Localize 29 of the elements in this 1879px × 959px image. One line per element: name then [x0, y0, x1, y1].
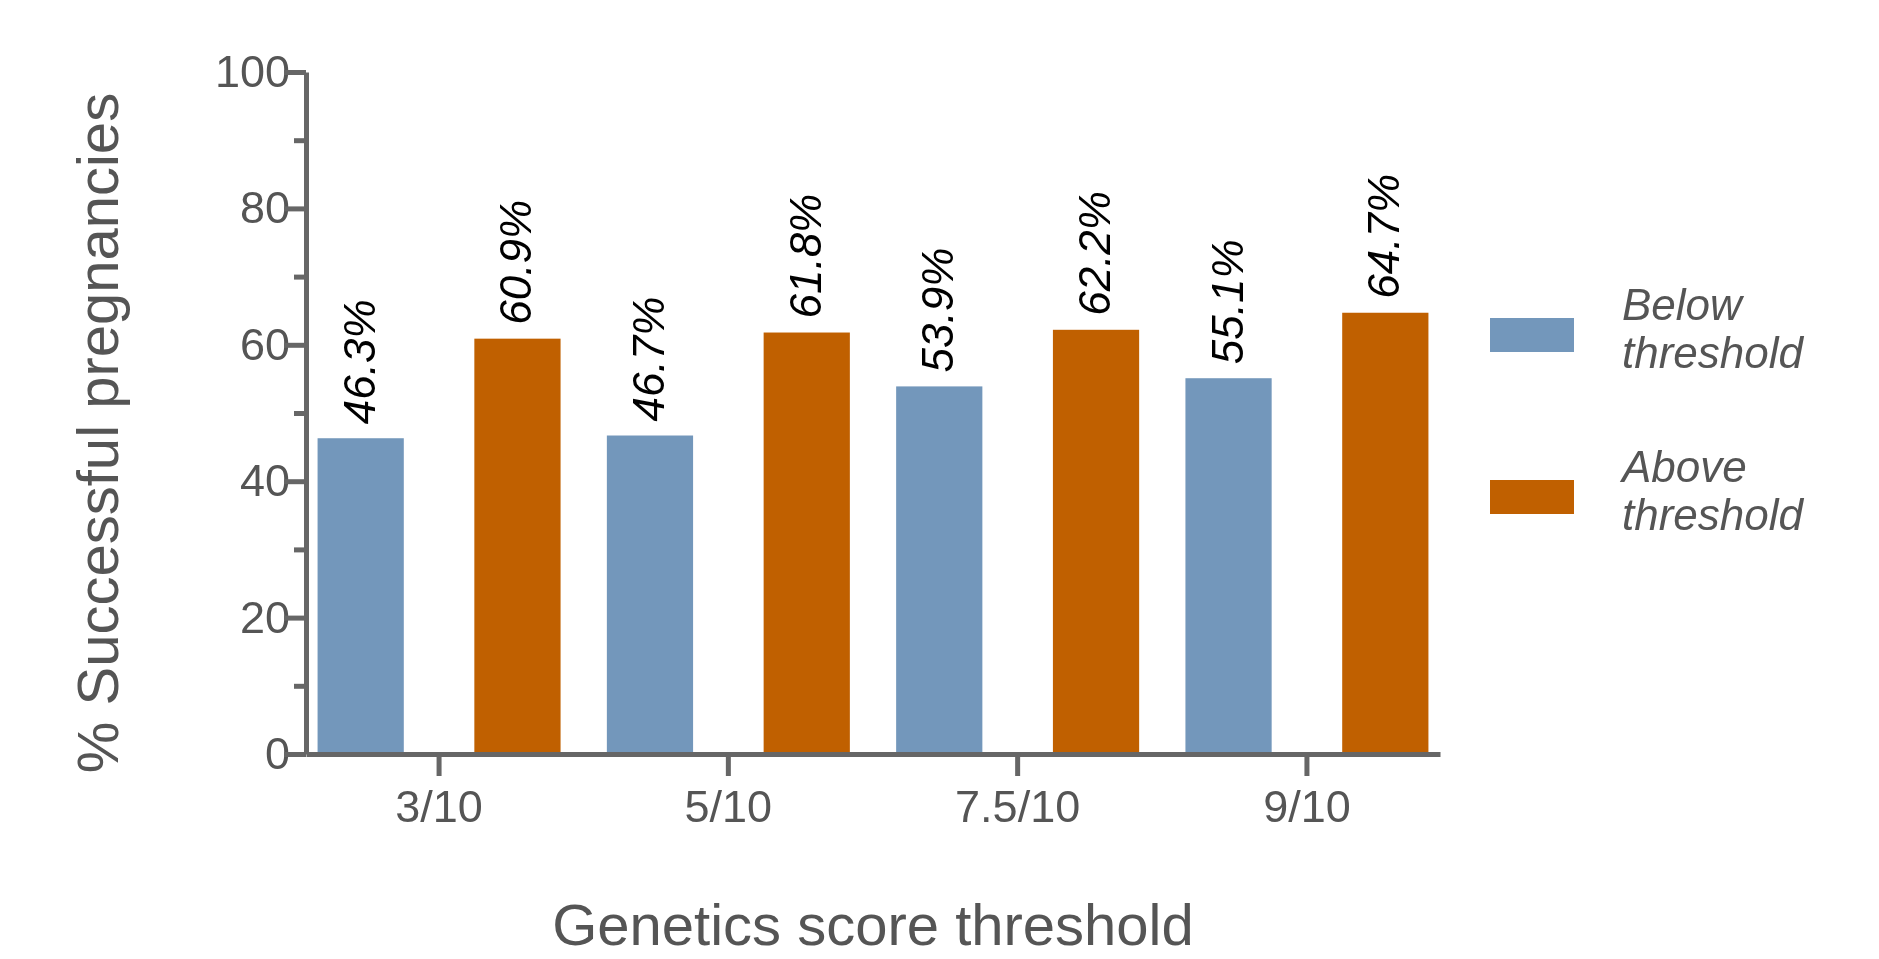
bar: [606, 435, 694, 754]
legend-label: Above threshold: [1619, 442, 1805, 539]
data-label: 61.8%: [780, 193, 830, 319]
bar: [317, 438, 404, 754]
bar: [1342, 312, 1429, 754]
data-label: 46.7%: [623, 296, 673, 422]
legend-label: Below threshold: [1622, 280, 1805, 377]
bar: [1185, 378, 1272, 754]
data-label: 64.7%: [1359, 173, 1409, 299]
y-tick-label: 60: [239, 318, 290, 370]
y-tick-label: 80: [239, 182, 290, 234]
y-axis-title: % Successful pregnancies: [65, 92, 130, 774]
y-tick-label: 40: [239, 455, 290, 507]
data-label: 55.1%: [1202, 239, 1252, 365]
data-label: 46.3%: [334, 299, 384, 425]
x-tick-label: 9/10: [1263, 780, 1351, 832]
data-label: 62.2%: [1070, 191, 1120, 316]
x-tick-label: 7.5/10: [955, 780, 1081, 832]
bar: [474, 338, 561, 754]
bar: [896, 386, 983, 754]
data-label: 60.9%: [491, 199, 541, 325]
x-tick-label: 3/10: [395, 780, 483, 832]
y-tick-label: 100: [214, 45, 290, 97]
data-label: 53.9%: [913, 247, 963, 373]
x-axis-title: Genetics score threshold: [552, 892, 1194, 957]
x-tick-label: 5/10: [684, 780, 773, 832]
bar: [1052, 329, 1140, 754]
bar: [763, 332, 850, 754]
y-tick-label: 20: [239, 591, 290, 643]
